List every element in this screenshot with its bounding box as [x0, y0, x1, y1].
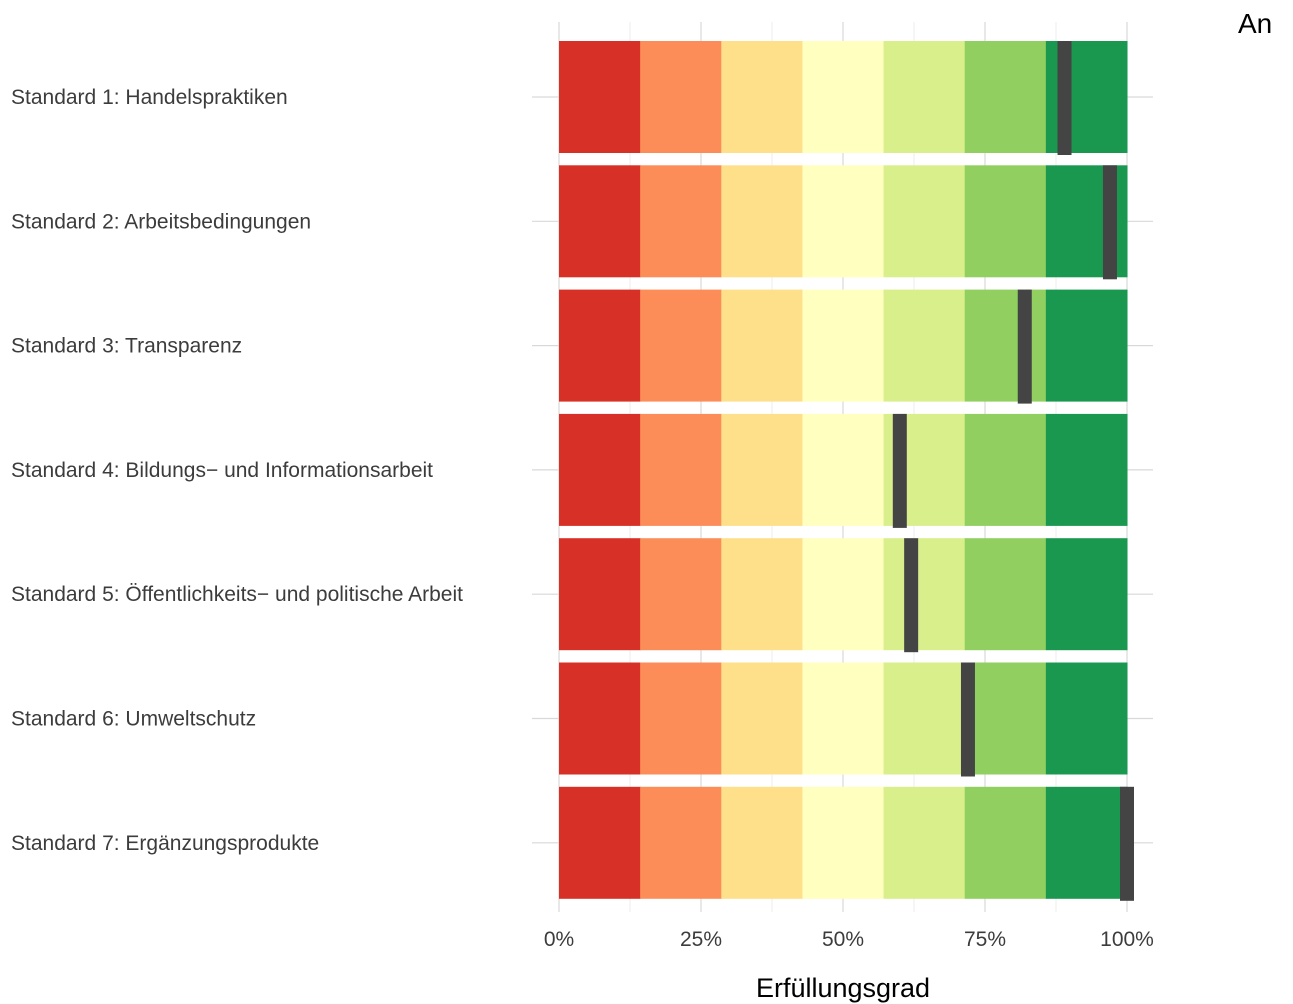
category-label-1: Standard 1: Handelspraktiken — [11, 86, 288, 109]
band-segment-5-6 — [964, 538, 1047, 651]
band-segment-6-3 — [721, 662, 803, 775]
band-segment-4-6 — [964, 413, 1047, 526]
category-label-7: Standard 7: Ergänzungsprodukte — [11, 832, 319, 855]
value-marker-6 — [960, 662, 975, 777]
band-segment-7-2 — [640, 786, 722, 899]
band-segment-7-3 — [721, 786, 803, 899]
band-segment-4-7 — [1045, 413, 1128, 526]
band-segment-1-3 — [721, 41, 803, 153]
band-segment-2-2 — [640, 165, 722, 278]
band-segment-3-6 — [964, 289, 1047, 402]
band-segment-7-5 — [883, 786, 966, 899]
corner-text: An — [1238, 8, 1273, 39]
band-segment-3-3 — [721, 289, 803, 402]
band-segment-4-4 — [802, 413, 885, 526]
category-label-2: Standard 2: Arbeitsbedingungen — [11, 210, 311, 233]
x-tick-label-4: 100% — [1100, 928, 1154, 951]
band-segment-3-5 — [883, 289, 966, 402]
band-segment-5-4 — [802, 538, 885, 651]
value-marker-2 — [1102, 165, 1117, 280]
band-segment-2-3 — [721, 165, 803, 278]
band-segment-2-1 — [559, 165, 641, 278]
category-label-4: Standard 4: Bildungs− und Informationsar… — [11, 459, 433, 482]
category-label-3: Standard 3: Transparenz — [11, 335, 242, 358]
band-segment-7-4 — [802, 786, 885, 899]
band-segment-2-4 — [802, 165, 885, 278]
band-segment-7-6 — [964, 786, 1047, 899]
band-segment-4-1 — [559, 413, 641, 526]
band-segment-3-4 — [802, 289, 885, 402]
band-segment-2-5 — [883, 165, 966, 278]
band-segment-3-7 — [1045, 289, 1128, 402]
band-segment-3-2 — [640, 289, 722, 402]
band-segment-5-1 — [559, 538, 641, 651]
band-segment-6-7 — [1045, 662, 1128, 775]
band-segment-1-6 — [964, 41, 1047, 153]
band-segment-6-5 — [883, 662, 966, 775]
band-segment-3-1 — [559, 289, 641, 402]
x-axis-title: Erfüllungsgrad — [756, 973, 930, 1003]
band-segment-5-7 — [1045, 538, 1128, 651]
category-label-5: Standard 5: Öffentlichkeits− und politis… — [11, 583, 463, 606]
band-segment-6-2 — [640, 662, 722, 775]
value-marker-4 — [892, 413, 907, 528]
value-marker-1 — [1057, 41, 1072, 155]
band-segment-6-1 — [559, 662, 641, 775]
band-segment-4-2 — [640, 413, 722, 526]
band-segment-6-4 — [802, 662, 885, 775]
x-tick-label-1: 25% — [680, 928, 722, 951]
x-tick-label-3: 75% — [964, 928, 1006, 951]
band-segment-4-3 — [721, 413, 803, 526]
x-tick-label-2: 50% — [822, 928, 864, 951]
category-label-6: Standard 6: Umweltschutz — [11, 708, 256, 731]
value-marker-7 — [1120, 786, 1134, 901]
band-segment-7-1 — [559, 786, 641, 899]
band-segment-2-6 — [964, 165, 1047, 278]
value-marker-3 — [1017, 289, 1032, 404]
band-segment-1-4 — [802, 41, 885, 153]
band-segment-1-2 — [640, 41, 722, 153]
band-segment-7-7 — [1045, 786, 1128, 899]
x-tick-label-0: 0% — [544, 928, 574, 951]
band-segment-5-3 — [721, 538, 803, 651]
band-segment-5-2 — [640, 538, 722, 651]
band-segment-6-6 — [964, 662, 1047, 775]
band-segment-1-5 — [883, 41, 966, 153]
value-marker-5 — [904, 538, 919, 653]
band-segment-1-1 — [559, 41, 641, 153]
band-segment-5-5 — [883, 538, 966, 651]
